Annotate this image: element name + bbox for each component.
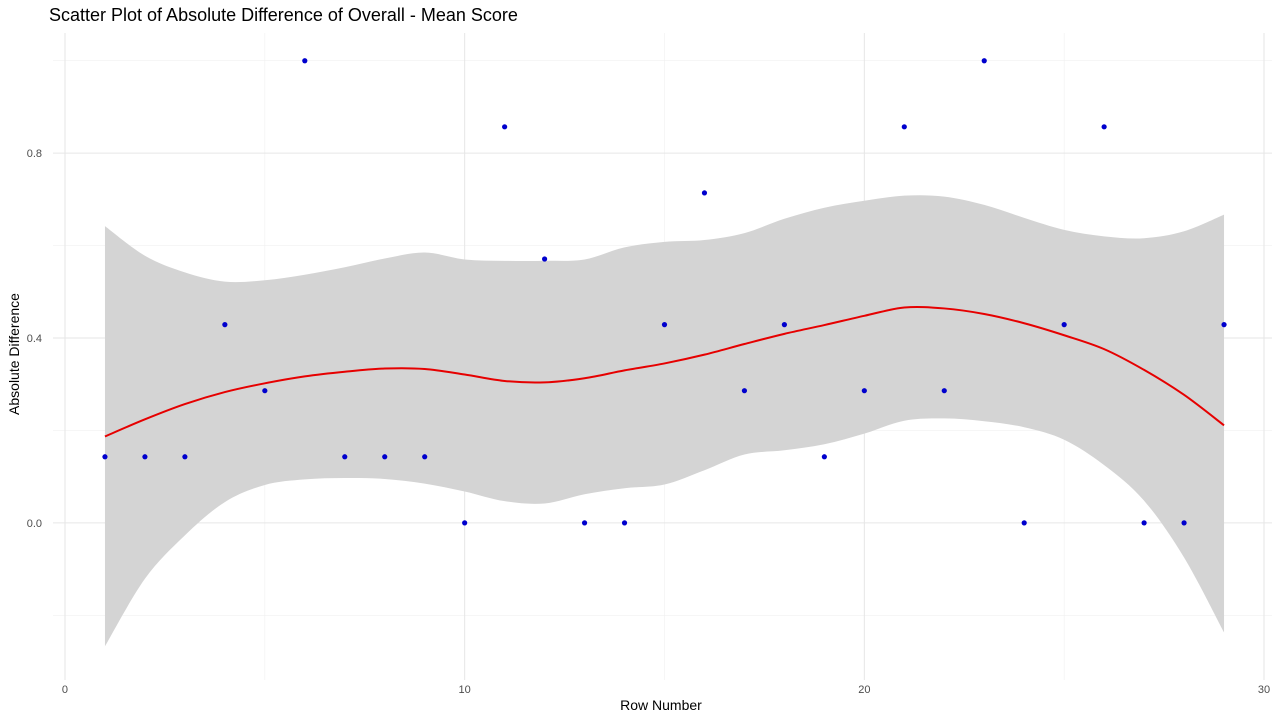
x-tick-label: 30 [1258,684,1270,696]
data-point [941,388,947,394]
x-tick-labels: 0 10 20 30 [62,684,1270,696]
x-axis-title: Row Number [620,697,702,713]
data-point [182,454,188,460]
data-point [222,322,228,328]
data-points [102,58,1227,526]
data-point [781,322,788,328]
data-point [142,454,148,460]
data-point [901,124,907,130]
data-point [1101,124,1107,130]
data-point [502,124,508,130]
data-point [262,388,268,394]
data-point [1221,322,1227,328]
data-point [861,388,867,394]
chart-title: Scatter Plot of Absolute Difference of O… [49,5,518,25]
data-point [701,190,708,196]
x-tick-label: 10 [459,684,471,696]
y-tick-label: 0.0 [27,518,42,530]
data-point [661,322,668,328]
smooth-line-layer [104,305,1225,438]
data-point [382,454,388,460]
y-tick-label: 0.4 [27,333,42,345]
y-tick-label: 0.8 [27,148,42,160]
data-point [1021,520,1027,526]
y-axis-title: Absolute Difference [6,293,22,415]
data-point [302,58,308,64]
data-point [541,256,548,262]
y-tick-labels: 0.0 0.4 0.8 [27,148,42,530]
data-point [342,454,348,460]
data-point [981,58,987,64]
data-point [102,454,108,460]
x-tick-label: 0 [62,684,68,696]
data-point [1061,322,1067,328]
data-point [741,388,748,394]
data-point [581,520,588,526]
data-point [621,520,628,526]
data-point [1141,520,1147,526]
data-point [422,454,428,460]
data-point [462,520,468,526]
data-point [821,454,827,460]
data-point [1181,520,1187,526]
smooth-trend-line [104,305,1225,438]
x-tick-label: 20 [858,684,870,696]
